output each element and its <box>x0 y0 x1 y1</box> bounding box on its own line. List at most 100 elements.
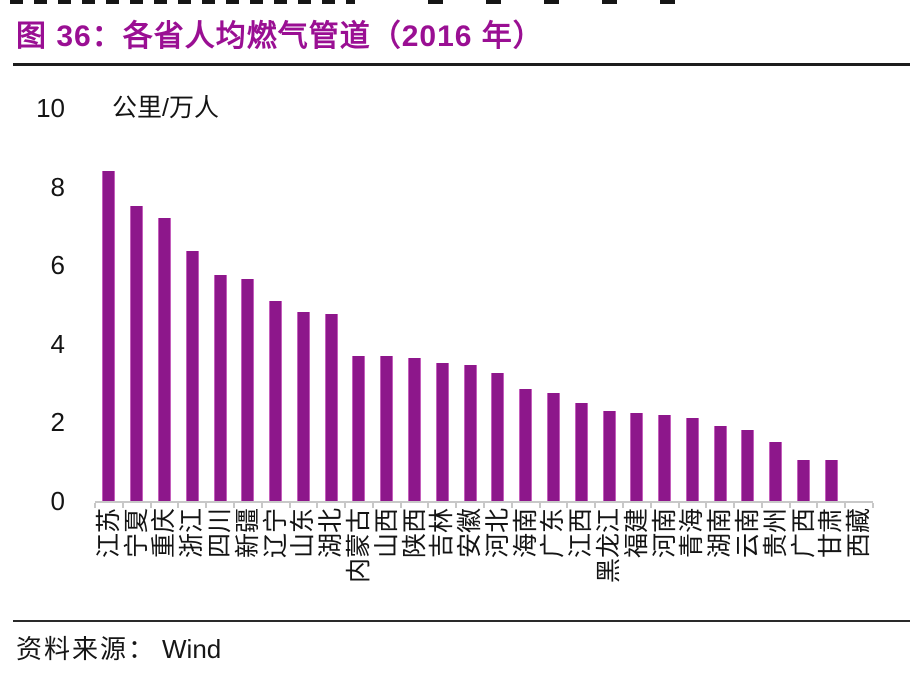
bar-广西 <box>797 459 811 501</box>
bar-浙江 <box>185 251 199 501</box>
bar-新疆 <box>241 278 255 501</box>
x-axis-label-浙江: 浙江 <box>178 508 207 559</box>
x-axis-label-安徽: 安徽 <box>456 508 485 559</box>
x-axis-label-西藏: 西藏 <box>845 508 874 559</box>
x-axis-label-山西: 山西 <box>372 508 401 559</box>
x-axis-tick <box>288 503 291 508</box>
y-axis-tick-label: 2 <box>50 407 65 438</box>
bar-青海 <box>685 418 699 501</box>
bar-内蒙古 <box>352 355 366 501</box>
x-axis-label-宁夏: 宁夏 <box>122 508 151 559</box>
clipped-text-artifact-right <box>428 0 713 4</box>
x-axis-label-江苏: 江苏 <box>94 508 123 559</box>
x-axis-tick <box>649 503 652 508</box>
x-axis-tick <box>733 503 736 508</box>
x-axis-tick <box>677 503 680 508</box>
bar-广东 <box>546 392 560 501</box>
x-axis-label-内蒙古: 内蒙古 <box>344 508 373 584</box>
figure-title: 图 36：各省人均燃气管道（2016 年） <box>16 20 544 53</box>
title-divider <box>13 63 910 66</box>
x-axis-tick <box>316 503 319 508</box>
bar-安徽 <box>463 365 477 501</box>
bar-云南 <box>741 430 755 501</box>
x-axis-tick <box>205 503 208 508</box>
x-axis-label-陕西: 陕西 <box>400 508 429 559</box>
source-value: Wind <box>162 634 222 664</box>
x-axis-tick <box>149 503 152 508</box>
x-axis-label-河北: 河北 <box>483 508 512 559</box>
source-note: 资料来源： Wind <box>16 629 221 666</box>
x-axis-tick <box>483 503 485 508</box>
x-axis-label-广西: 广西 <box>789 508 818 559</box>
bar-福建 <box>630 412 644 501</box>
x-axis-label-江西: 江西 <box>567 508 596 559</box>
clipped-text-artifact-left <box>10 0 355 4</box>
x-axis-label-海南: 海南 <box>511 508 540 559</box>
x-axis-tick <box>371 503 374 508</box>
bar-山东 <box>296 312 310 501</box>
x-axis-tick <box>427 503 430 508</box>
x-axis-tick <box>788 503 791 508</box>
y-axis-tick-label: 8 <box>50 171 65 202</box>
x-axis-tick <box>121 503 124 508</box>
x-axis-tick <box>816 503 819 508</box>
x-axis-label-湖南: 湖南 <box>706 508 735 559</box>
x-axis-line <box>95 501 873 503</box>
x-axis-label-贵州: 贵州 <box>761 508 790 559</box>
y-axis-tick-label: 4 <box>50 328 65 359</box>
x-axis-tick <box>566 503 569 508</box>
x-axis-tick <box>844 503 847 508</box>
x-axis-label-广东: 广东 <box>539 508 568 559</box>
x-axis-tick <box>510 503 513 508</box>
x-axis-tick <box>538 503 541 508</box>
x-axis-tick <box>344 503 347 508</box>
bar-河北 <box>491 373 505 501</box>
y-axis-unit-label: 公里/万人 <box>112 94 219 122</box>
bar-宁夏 <box>130 206 144 501</box>
bar-四川 <box>213 275 227 501</box>
bar-黑龙江 <box>602 410 616 501</box>
x-axis-label-青海: 青海 <box>678 508 707 559</box>
x-axis-tick <box>621 503 624 508</box>
x-axis-tick <box>594 503 597 508</box>
y-axis-tick-label: 6 <box>50 250 65 281</box>
bar-河南 <box>658 414 672 501</box>
x-axis-tick <box>177 503 180 508</box>
source-label: 资料来源： <box>16 635 157 664</box>
x-axis-label-福建: 福建 <box>622 508 651 559</box>
y-axis-tick-label: 0 <box>50 486 65 516</box>
y-axis-tick-label: 10 <box>36 93 65 123</box>
x-axis-label-辽宁: 辽宁 <box>261 508 290 559</box>
bar-吉林 <box>435 363 449 501</box>
x-axis-label-河南: 河南 <box>650 508 679 559</box>
bar-甘肃 <box>824 459 838 501</box>
x-axis-label-新疆: 新疆 <box>233 508 262 559</box>
x-axis-label-云南: 云南 <box>733 508 762 559</box>
bar-江西 <box>574 402 588 501</box>
bar-湖北 <box>324 314 338 501</box>
x-axis-label-黑龙江: 黑龙江 <box>595 508 624 584</box>
x-axis-label-山东: 山东 <box>289 508 318 559</box>
x-axis-tick <box>760 503 763 508</box>
x-axis-tick <box>260 503 263 508</box>
bar-山西 <box>380 355 394 501</box>
bar-陕西 <box>408 357 422 501</box>
bar-湖南 <box>713 426 727 501</box>
x-axis-label-湖北: 湖北 <box>317 508 346 559</box>
x-axis-tick <box>399 503 402 508</box>
x-axis-tick <box>232 503 235 508</box>
bar-江苏 <box>102 170 116 501</box>
x-axis-tick <box>705 503 708 508</box>
bar-贵州 <box>769 442 783 501</box>
bar-辽宁 <box>269 300 283 501</box>
x-axis-label-吉林: 吉林 <box>428 508 457 559</box>
x-axis-label-重庆: 重庆 <box>150 508 179 559</box>
footer-divider <box>13 620 910 622</box>
x-axis-label-四川: 四川 <box>206 508 235 559</box>
x-axis-tick <box>455 503 458 508</box>
x-axis-tick <box>94 503 96 508</box>
bar-海南 <box>519 388 533 501</box>
x-axis-label-甘肃: 甘肃 <box>817 508 846 559</box>
bar-重庆 <box>157 218 171 501</box>
x-axis-tick <box>872 503 874 508</box>
